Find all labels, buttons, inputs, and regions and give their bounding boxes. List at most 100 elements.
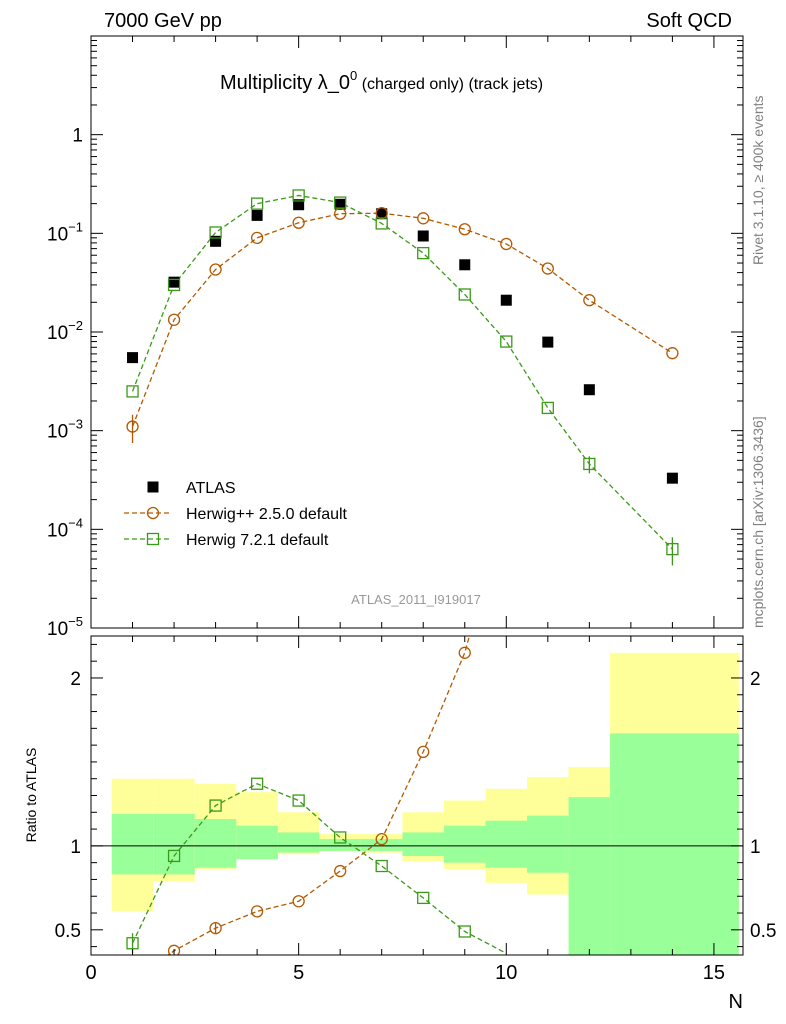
main-markers-layer bbox=[126, 189, 679, 566]
ratio-point-herwig72 bbox=[167, 849, 181, 863]
ratio-band-inner bbox=[485, 820, 528, 868]
x-axis-label: N bbox=[729, 991, 743, 1013]
ratio-point-herwig25 bbox=[209, 921, 222, 935]
data-point-herwig25 bbox=[500, 237, 513, 251]
data-point-atlas bbox=[500, 294, 512, 306]
ratio-line-herwig25 bbox=[166, 636, 471, 955]
legend-marker-atlas bbox=[147, 481, 159, 493]
data-point-herwig72 bbox=[126, 385, 139, 398]
legend-marker-herwig72 bbox=[146, 532, 160, 546]
y-tick-label: 10−2 bbox=[47, 318, 83, 344]
ratio-band-inner bbox=[194, 819, 237, 868]
legend-label-atlas: ATLAS bbox=[186, 480, 236, 497]
ratio-line-herwig72 bbox=[131, 783, 507, 954]
energy-label: 7000 GeV pp bbox=[104, 10, 222, 32]
data-point-atlas bbox=[210, 235, 222, 247]
y-tick-label: 10−1 bbox=[47, 219, 83, 245]
data-point-herwig72 bbox=[500, 335, 513, 348]
data-point-atlas bbox=[168, 276, 180, 288]
ratio-point-herwig72 bbox=[292, 794, 305, 807]
main-title: Multiplicity λ_00 (charged only) (track … bbox=[220, 68, 543, 94]
ratio-y-tick-label-right: 2 bbox=[750, 669, 761, 690]
ratio-band-inner bbox=[319, 839, 361, 851]
ratio-y-tick-label: 1 bbox=[70, 837, 81, 858]
y-tick-label: 10−3 bbox=[47, 417, 83, 443]
ratio-point-herwig25 bbox=[375, 833, 388, 846]
ratio-point-herwig25 bbox=[167, 944, 181, 955]
data-point-herwig25 bbox=[126, 420, 139, 433]
data-point-atlas bbox=[583, 384, 595, 396]
data-point-herwig72 bbox=[541, 401, 554, 415]
ratio-y-tick-label-right: 0.5 bbox=[750, 921, 776, 942]
data-point-herwig25 bbox=[458, 223, 471, 236]
x-tick-label: 15 bbox=[703, 962, 725, 984]
axes-layer: 0 5 10 15 10−5 10−4 10−3 10−2 10−1 1 0.5 0.5 1 1 2 2 bbox=[47, 35, 776, 984]
ratio-band-inner bbox=[111, 813, 154, 875]
ratio-band-inner bbox=[402, 832, 444, 856]
ratio-y-tick-label-right: 1 bbox=[750, 837, 761, 858]
main-title-sup: 0 bbox=[350, 68, 357, 83]
data-point-herwig25 bbox=[250, 231, 264, 244]
legend-label-herwig72: Herwig 7.2.1 default bbox=[186, 532, 329, 549]
data-point-herwig72 bbox=[666, 542, 679, 556]
ratio-band-inner bbox=[610, 733, 739, 955]
analysis-watermark: ATLAS_2011_I919017 bbox=[351, 592, 481, 607]
ratio-band-inner bbox=[153, 813, 195, 875]
legend-marker-herwig25 bbox=[146, 506, 160, 520]
ratio-point-herwig25 bbox=[250, 905, 264, 918]
series-line-herwig72 bbox=[131, 194, 673, 550]
data-point-herwig72 bbox=[375, 217, 388, 230]
x-tick-label: 5 bbox=[293, 962, 304, 984]
data-point-atlas bbox=[251, 209, 263, 221]
ratio-point-herwig72 bbox=[250, 777, 264, 790]
data-point-herwig25 bbox=[292, 216, 305, 229]
ratio-band-inner bbox=[277, 832, 320, 853]
data-point-herwig25 bbox=[417, 212, 430, 225]
data-point-herwig25 bbox=[583, 294, 596, 307]
data-point-herwig72 bbox=[417, 246, 430, 260]
ratio-band-inner bbox=[568, 797, 611, 955]
x-tick-label: 0 bbox=[85, 962, 96, 984]
ratio-band-inner bbox=[443, 825, 486, 863]
data-point-herwig72 bbox=[167, 278, 181, 292]
ratio-point-herwig72 bbox=[209, 799, 222, 812]
legend-label-herwig25: Herwig++ 2.5.0 default bbox=[186, 506, 348, 523]
y-tick-label: 10−5 bbox=[47, 614, 83, 640]
data-point-atlas bbox=[542, 336, 554, 348]
ratio-y-tick-label: 0.5 bbox=[55, 921, 81, 942]
ratio-point-herwig25 bbox=[458, 646, 471, 659]
data-point-herwig72 bbox=[334, 196, 347, 209]
data-point-atlas bbox=[459, 259, 471, 271]
data-point-herwig25 bbox=[209, 263, 222, 276]
data-point-atlas bbox=[417, 230, 429, 242]
data-point-herwig25 bbox=[541, 262, 554, 275]
category-label: Soft QCD bbox=[646, 10, 732, 32]
ratio-point-herwig72 bbox=[334, 831, 347, 844]
y-tick-label: 1 bbox=[72, 126, 83, 147]
data-point-atlas bbox=[293, 199, 305, 211]
ratio-point-herwig25 bbox=[292, 895, 305, 908]
ratio-lines-layer bbox=[131, 636, 507, 955]
data-point-atlas bbox=[666, 472, 678, 484]
data-point-herwig25 bbox=[375, 207, 388, 220]
data-point-herwig25 bbox=[666, 347, 679, 360]
data-point-herwig72 bbox=[583, 457, 596, 471]
ratio-markers-layer bbox=[126, 646, 471, 955]
data-point-atlas bbox=[127, 352, 139, 364]
rivet-label: Rivet 3.1.10, ≥ 400k events bbox=[750, 95, 766, 265]
legend: ATLAS Herwig++ 2.5.0 default Herwig 7.2.1 … bbox=[124, 480, 348, 549]
ratio-point-herwig72 bbox=[417, 891, 430, 905]
x-tick-label: 10 bbox=[495, 962, 517, 984]
mcplots-label: mcplots.cern.ch [arXiv:1306.3436] bbox=[750, 416, 766, 628]
main-title-text: Multiplicity λ_0 bbox=[220, 72, 350, 94]
data-point-herwig72 bbox=[458, 288, 471, 301]
data-point-atlas bbox=[334, 198, 346, 210]
data-point-atlas bbox=[376, 208, 388, 220]
ratio-y-axis-label: Ratio to ATLAS bbox=[23, 748, 39, 843]
ratio-band-inner bbox=[527, 815, 569, 873]
ratio-y-tick-label: 2 bbox=[70, 669, 81, 690]
ratio-band-layer bbox=[111, 652, 739, 955]
data-point-herwig25 bbox=[167, 313, 181, 326]
data-point-herwig72 bbox=[292, 189, 305, 202]
